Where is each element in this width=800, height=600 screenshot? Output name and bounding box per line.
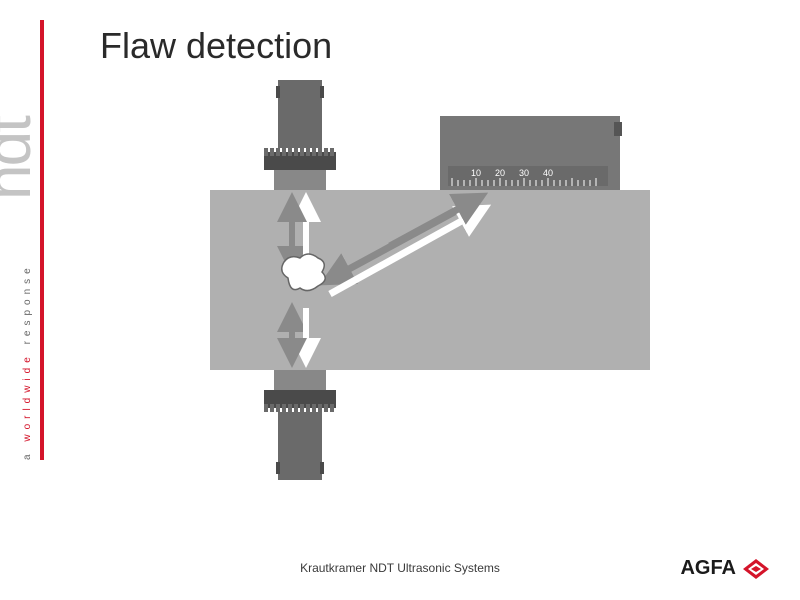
- sidebar: ndt a worldwide response: [0, 0, 60, 480]
- flaw-detection-diagram: 10 20 30 40: [190, 80, 670, 520]
- tagline-part3: response: [22, 263, 33, 344]
- agfa-rhombus-icon: [742, 558, 770, 580]
- tagline-part1: a: [22, 449, 33, 460]
- probe-bottom: [264, 370, 336, 480]
- agfa-text: AGFA: [680, 557, 736, 580]
- page-title: Flaw detection: [100, 25, 332, 67]
- scale-10: 10: [471, 168, 481, 178]
- scale-40: 40: [543, 168, 553, 178]
- material-block: [210, 190, 650, 370]
- angle-probe: 10 20 30 40: [440, 116, 622, 190]
- agfa-logo: AGFA: [680, 557, 770, 580]
- scale-20: 20: [495, 168, 505, 178]
- footer-text: Krautkramer NDT Ultrasonic Systems: [300, 561, 500, 575]
- scale-30: 30: [519, 168, 529, 178]
- tagline-part2: worldwide: [22, 352, 33, 441]
- svg-text:ndt: ndt: [0, 115, 44, 200]
- sidebar-tagline: a worldwide response: [22, 263, 33, 460]
- probe-top: [264, 80, 336, 190]
